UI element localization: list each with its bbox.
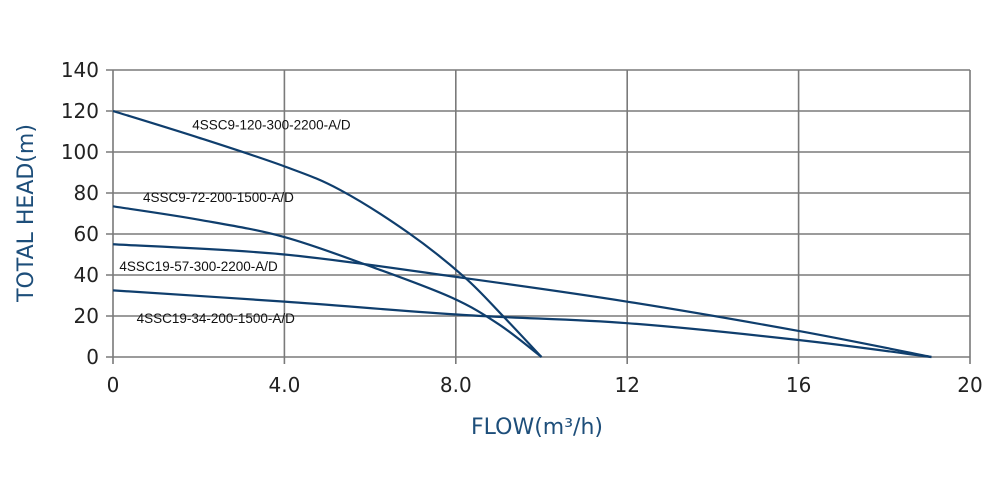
curve-label: 4SSC19-34-200-1500-A/D: [137, 311, 296, 326]
x-tick-label: 4.0: [268, 373, 300, 397]
y-axis-title: TOTAL HEAD(m): [14, 124, 39, 303]
x-axis-title: FLOW(m³/h): [471, 415, 603, 440]
curve-line: [112, 289, 932, 359]
grid: [106, 69, 971, 364]
curve-label: 4SSC9-72-200-1500-A/D: [143, 190, 294, 205]
curve-labels: 4SSC9-120-300-2200-A/D 4SSC9-72-200-1500-…: [119, 117, 350, 326]
x-tick-label: 12: [614, 373, 639, 397]
curve-label: 4SSC9-120-300-2200-A/D: [192, 117, 351, 132]
curve-label: 4SSC19-57-300-2200-A/D: [119, 259, 278, 274]
x-tick-label: 0: [107, 373, 120, 397]
tick-labels: 0 4.0 8.0 12 16 20 0 20 40 60 80 100 120 140: [61, 58, 983, 397]
y-tick-label: 120: [61, 99, 99, 123]
curve-line: [112, 205, 543, 358]
curves: [112, 109, 932, 359]
x-tick-label: 16: [786, 373, 811, 397]
y-tick-label: 140: [61, 58, 99, 82]
y-tick-label: 0: [86, 345, 99, 369]
x-tick-label: 20: [957, 373, 982, 397]
y-tick-label: 80: [74, 181, 99, 205]
y-tick-label: 40: [74, 263, 99, 287]
x-tick-label: 8.0: [440, 373, 472, 397]
y-tick-label: 100: [61, 140, 99, 164]
curve-line: [112, 109, 543, 358]
y-tick-label: 60: [74, 222, 99, 246]
y-tick-label: 20: [74, 304, 99, 328]
curve-line: [112, 243, 932, 359]
